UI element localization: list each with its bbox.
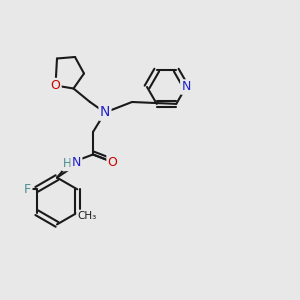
- Text: H: H: [63, 157, 72, 170]
- Text: F: F: [24, 183, 31, 196]
- Text: N: N: [100, 106, 110, 119]
- Text: N: N: [72, 155, 81, 169]
- Text: CH₃: CH₃: [77, 211, 97, 221]
- Text: N: N: [181, 80, 191, 94]
- Text: O: O: [108, 155, 117, 169]
- Text: O: O: [51, 79, 60, 92]
